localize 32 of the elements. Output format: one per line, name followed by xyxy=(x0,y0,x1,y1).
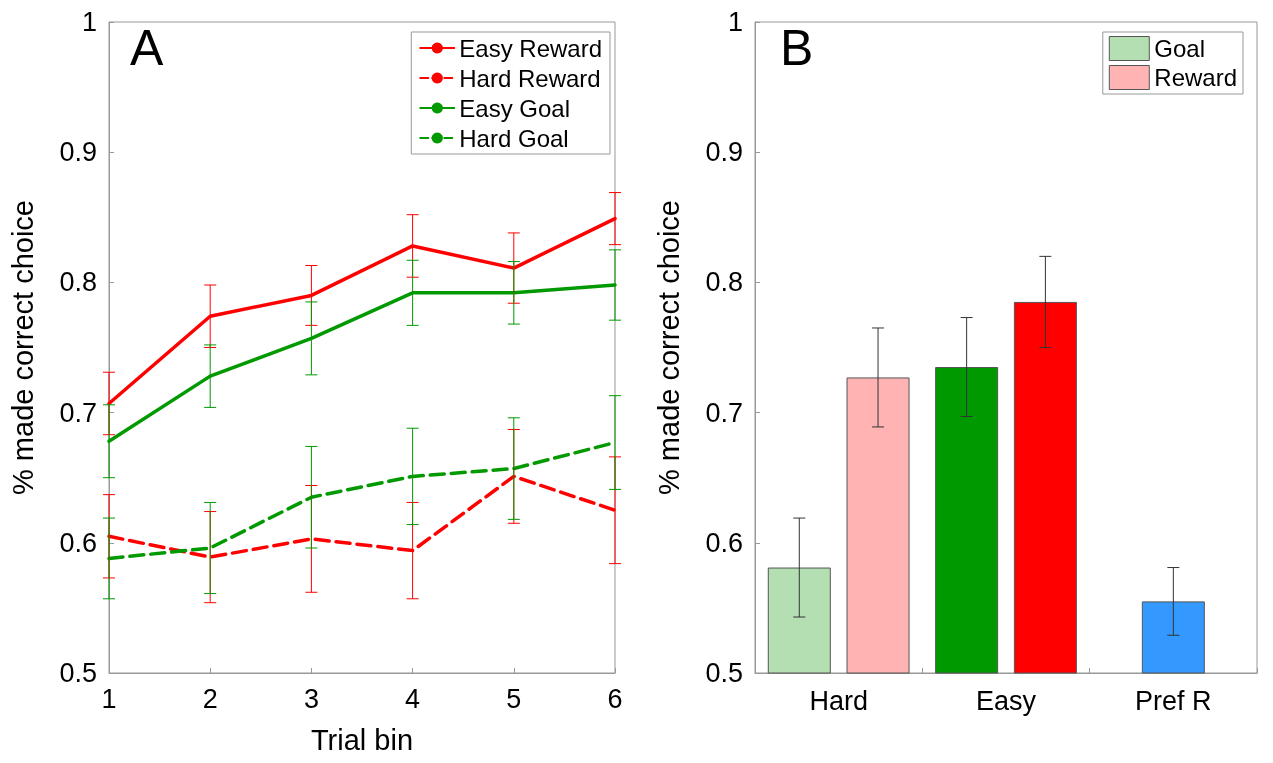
x-tick-label: 1 xyxy=(101,683,117,714)
legend-label: Reward xyxy=(1154,64,1237,91)
y-tick-label: 0.5 xyxy=(59,658,97,688)
chart-title: B xyxy=(780,20,814,76)
y-tick-label: 0.7 xyxy=(705,397,743,428)
y-tick-label: 0.9 xyxy=(59,137,97,168)
x-tick-label: Pref R xyxy=(1135,685,1212,716)
y-tick-label: 0.6 xyxy=(705,527,743,558)
legend-label: Goal xyxy=(1154,35,1205,62)
x-tick-label: 4 xyxy=(405,683,421,714)
y-axis-title: % made correct choice xyxy=(6,200,39,495)
y-tick-label: 0.9 xyxy=(705,137,743,168)
y-tick-label: 0.6 xyxy=(59,527,97,558)
y-tick-label: 0.5 xyxy=(705,658,743,688)
x-tick-label: Hard xyxy=(809,685,868,716)
x-tick-label: 5 xyxy=(506,683,522,714)
x-tick-label: 6 xyxy=(607,683,623,714)
y-tick-label: 0.8 xyxy=(705,267,743,298)
legend-label: Easy Reward xyxy=(459,34,603,62)
y-tick-label: 0.8 xyxy=(59,267,97,298)
legend-label: Easy Goal xyxy=(459,94,570,122)
legend-label: Hard Reward xyxy=(459,64,601,92)
x-axis-title: Trial bin xyxy=(310,723,414,756)
y-tick-label: 0.7 xyxy=(59,397,97,428)
y-axis-title: % made correct choice xyxy=(652,200,685,495)
x-tick-label: 3 xyxy=(303,683,319,714)
y-tick-label: 1 xyxy=(727,7,743,37)
legend-label: Hard Goal xyxy=(459,124,569,152)
y-tick-label: 1 xyxy=(81,7,97,37)
x-tick-label: Easy xyxy=(975,685,1037,716)
x-tick-label: 2 xyxy=(202,683,218,714)
chart-title: A xyxy=(130,20,164,76)
